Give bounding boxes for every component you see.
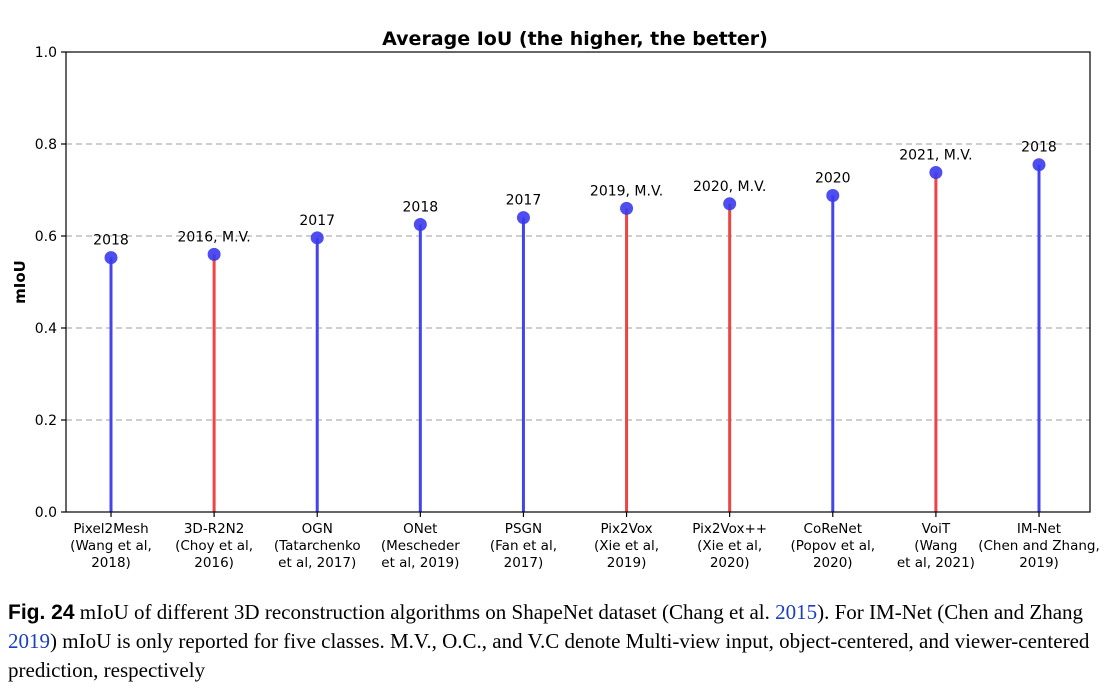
data-point-marker [723,197,737,211]
chart-title: Average IoU (the higher, the better) [382,28,768,50]
x-tick-label: (Xie et al, [697,538,762,554]
x-tick-label: 2020) [813,555,853,571]
data-point-marker [620,201,634,215]
citation-link-chen-zhang[interactable]: 2019 [8,629,50,653]
x-tick-label: PSGN [505,521,542,537]
x-tick-label: (Xie et al, [594,538,659,554]
caption-text-1: mIoU of different 3D reconstruction algo… [79,600,770,624]
data-label: 2018 [93,233,129,249]
x-tick-label: CoReNet [804,521,862,537]
data-point-marker [516,211,530,225]
x-tick-label: et al, 2019) [381,555,459,571]
grid-lines [66,143,1090,421]
data-label: 2019, M.V. [590,183,663,199]
citation-link-chang[interactable]: 2015 [775,600,818,624]
data-point-marker [104,251,118,265]
y-tick-label: 1.0 [35,45,57,61]
stems: 2018 2016, M.V. 2017 2018 2017 2019, M.V. 2020… [93,140,1057,512]
data-label: 2021, M.V. [899,148,972,164]
x-tick-label: (Choy et al, [175,538,253,554]
data-point-marker [1032,158,1046,172]
x-tick-label: OGN [302,521,333,537]
x-tick-label: (Wang et al, [70,538,152,554]
x-tick-label: (Fan et al, [490,538,557,554]
x-tick-label: (Wang [914,538,957,554]
x-axis-ticks: Pixel2Mesh(Wang et al,2018) 3D-R2N2(Choy … [70,512,1100,571]
x-tick-label: et al, 2017) [278,555,356,571]
data-label: 2020 [815,171,851,187]
x-tick-label: Pix2Vox [600,521,652,537]
x-tick-label: 2019) [1019,555,1059,571]
x-tick-label: 2019) [607,555,647,571]
x-tick-label: VoiT [922,521,951,537]
x-tick-label: (Chen and Zhang, [978,538,1100,554]
x-tick-label: Pixel2Mesh [73,521,148,537]
data-point-marker [413,218,427,231]
x-tick-label: ONet [403,521,437,537]
y-tick-label: 0.4 [35,321,57,337]
figure-caption: Fig. 24 mIoU of different 3D reconstruct… [8,598,1110,685]
y-axis-ticks: 0.0 0.2 0.4 0.6 0.8 1.0 [35,45,66,521]
y-tick-label: 0.6 [35,229,57,245]
data-label: 2018 [1021,140,1057,156]
y-tick-label: 0.8 [35,137,57,153]
data-point-marker [310,231,324,245]
x-tick-label: et al, 2021) [897,555,975,571]
data-label: 2017 [299,213,335,229]
x-tick-label: (Popov et al, [791,538,876,554]
data-label: 2018 [403,200,439,216]
figure-label: Fig. 24 [8,601,75,624]
x-tick-label: (Tatarchenko [274,538,361,554]
caption-text-2: ). For IM-Net (Chen and Zhang [817,600,1084,624]
x-tick-label: 2016) [194,555,234,571]
y-tick-label: 0.0 [35,505,57,521]
x-tick-label: IM-Net [1017,521,1061,537]
data-label: 2016, M.V. [177,229,250,245]
data-point-marker [207,247,221,261]
x-tick-label: 3D-R2N2 [184,521,245,537]
y-tick-label: 0.2 [35,413,57,429]
x-tick-label: 2020) [710,555,750,571]
x-tick-label: 2018) [91,555,131,571]
miou-stem-chart: Average IoU (the higher, the better) mIo… [11,28,1100,571]
x-tick-label: Pix2Vox++ [692,521,767,537]
plot-frame [65,51,1091,513]
x-tick-label: 2017) [504,555,544,571]
x-tick-label: (Mescheder [381,538,460,554]
data-label: 2020, M.V. [693,179,766,195]
data-label: 2017 [506,193,542,209]
data-point-marker [826,189,840,203]
data-point-marker [929,166,943,180]
y-axis-label: mIoU [11,260,29,304]
caption-text-3: ) mIoU is only reported for five classes… [8,629,1090,682]
